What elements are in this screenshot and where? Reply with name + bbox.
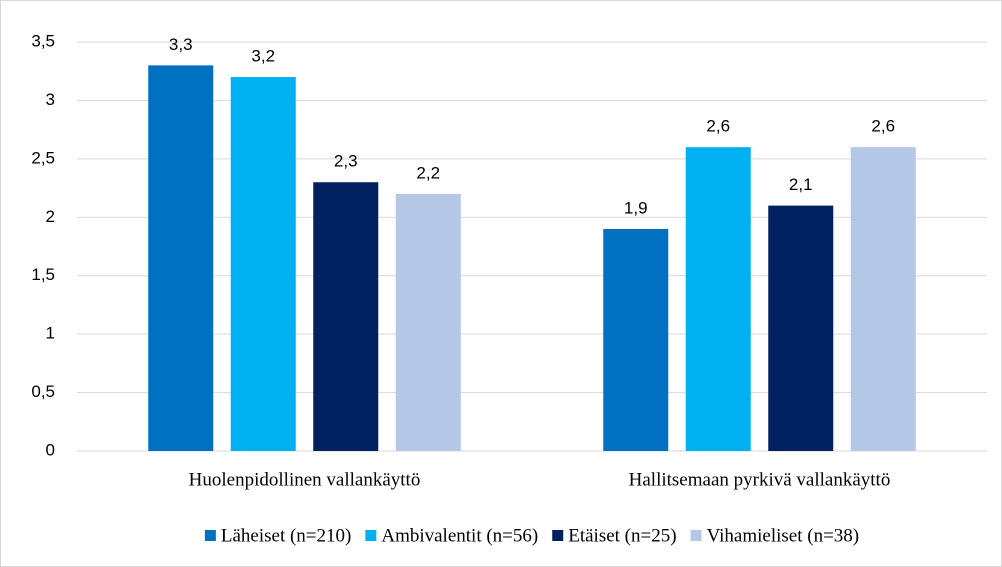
x-tick-label: Hallitsemaan pyrkivä vallankäyttö <box>629 469 891 490</box>
legend-swatch <box>365 530 377 541</box>
value-label: 2,6 <box>706 117 730 136</box>
bar <box>148 65 214 451</box>
value-label: 3,2 <box>251 47 275 66</box>
y-tick-label: 0 <box>46 440 55 459</box>
legend-swatch <box>690 530 702 541</box>
bar <box>230 77 296 452</box>
value-label: 2,6 <box>871 117 895 136</box>
bar <box>685 147 751 451</box>
bar <box>603 228 669 451</box>
legend-swatch <box>204 530 216 541</box>
y-tick-label: 2 <box>46 207 55 226</box>
x-tick-label: Huolenpidollinen vallankäyttö <box>189 469 421 490</box>
legend-label: Läheiset (n=210) <box>221 525 351 546</box>
legend-swatch <box>552 530 564 541</box>
value-label: 3,3 <box>169 35 193 54</box>
value-label: 1,9 <box>624 198 648 217</box>
y-tick-label: 2,5 <box>31 148 55 167</box>
y-tick-label: 3,5 <box>31 31 55 50</box>
y-tick-label: 0,5 <box>31 382 55 401</box>
legend-label: Vihamieliset (n=38) <box>707 525 860 546</box>
y-tick-label: 1 <box>46 324 55 343</box>
legend-label: Etäiset (n=25) <box>568 525 676 546</box>
bar <box>313 182 379 451</box>
y-tick-label: 3 <box>46 90 55 109</box>
bar <box>395 193 461 451</box>
value-label: 2,3 <box>334 152 358 171</box>
bar <box>850 147 916 451</box>
y-tick-label: 1,5 <box>31 265 55 284</box>
legend-label: Ambivalentit (n=56) <box>381 525 538 546</box>
value-label: 2,1 <box>789 175 813 194</box>
bar <box>768 205 834 451</box>
value-label: 2,2 <box>416 163 440 182</box>
